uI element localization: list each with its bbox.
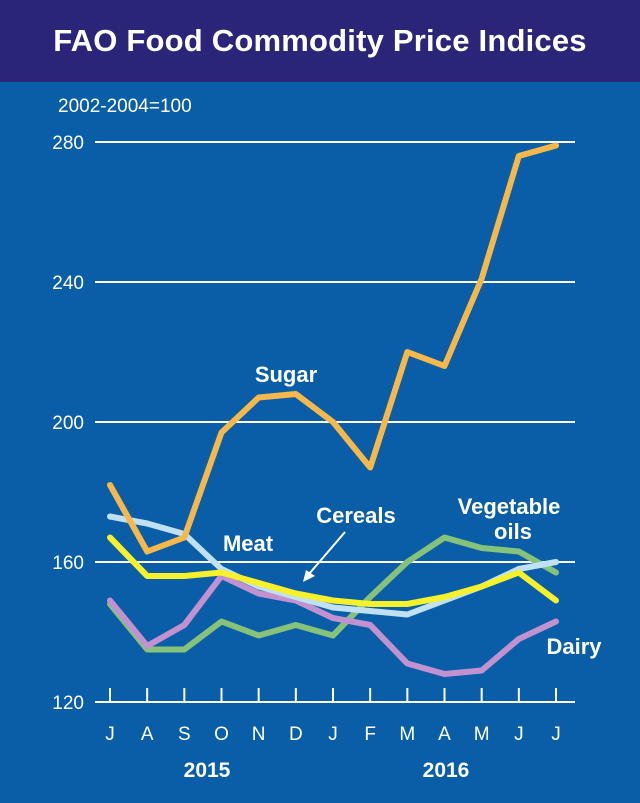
- title-bar: FAO Food Commodity Price Indices: [0, 0, 640, 82]
- x-tick-label: J: [551, 724, 561, 745]
- sugar-line: [107, 142, 559, 555]
- gridlines: [95, 141, 575, 563]
- x-tick-label: D: [289, 724, 303, 745]
- dairy-label: Dairy: [546, 634, 602, 659]
- sugar-label: Sugar: [255, 362, 318, 387]
- x-tick-label: O: [214, 724, 229, 745]
- x-tick-label: J: [328, 724, 338, 745]
- x-tick-label: A: [438, 724, 451, 745]
- year-label-2015: 2015: [184, 759, 231, 782]
- cereals-line: [107, 534, 559, 607]
- chart-title: FAO Food Commodity Price Indices: [53, 23, 587, 58]
- y-axis-ticks: 120 160 200 240 280: [52, 133, 84, 714]
- y-tick-label-120: 120: [52, 693, 84, 714]
- meat-label: Meat: [223, 531, 274, 556]
- y-tick-label-200: 200: [52, 413, 84, 434]
- x-tick-label: S: [178, 724, 191, 745]
- cereals-label: Cereals: [316, 503, 396, 528]
- x-tick-label: N: [252, 724, 266, 745]
- x-tick-label: J: [514, 724, 524, 745]
- y-axis-unit-label: 2002-2004=100: [58, 96, 192, 117]
- series-lines: [107, 142, 559, 677]
- year-label-2016: 2016: [423, 759, 470, 782]
- y-tick-label-240: 240: [52, 273, 84, 294]
- dairy-line: [107, 573, 559, 677]
- cereals-pointer-arrowhead: [303, 570, 315, 582]
- x-tick-label: J: [105, 724, 115, 745]
- x-tick-label: M: [399, 724, 415, 745]
- x-tick-label: M: [474, 724, 490, 745]
- vegetable-oils-line: [107, 534, 559, 653]
- x-tick-label: F: [364, 724, 376, 745]
- cereals-pointer-arrow: [308, 531, 346, 575]
- vegetable-oils-label-line1: Vegetable: [458, 494, 561, 519]
- vegetable-oils-label-line2: oils: [494, 519, 532, 544]
- x-tick-label: A: [141, 724, 154, 745]
- y-tick-label-280: 280: [52, 133, 84, 154]
- y-tick-label-160: 160: [52, 553, 84, 574]
